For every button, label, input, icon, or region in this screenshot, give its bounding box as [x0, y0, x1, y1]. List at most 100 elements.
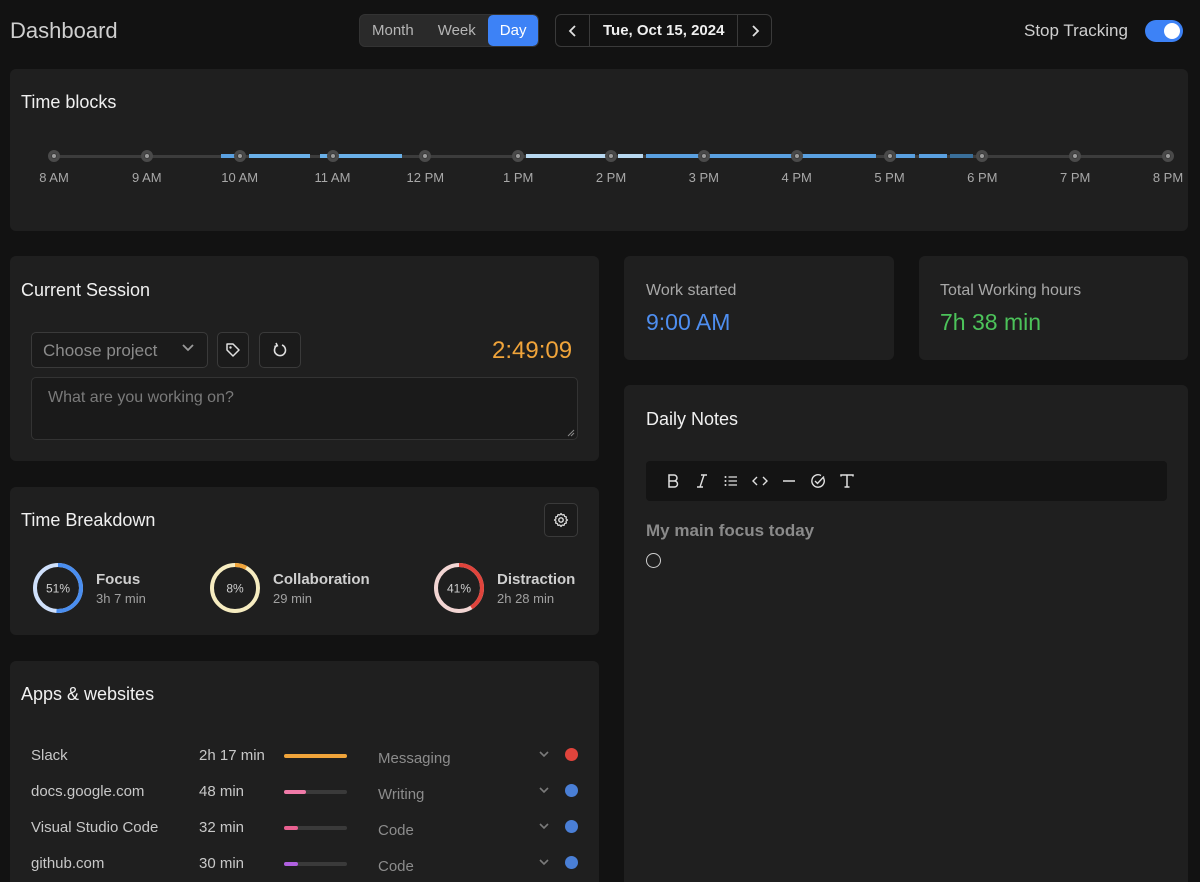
hour-label: 8 AM — [39, 170, 69, 185]
hour-label: 2 PM — [595, 170, 627, 185]
current-date[interactable]: Tue, Oct 15, 2024 — [589, 15, 739, 46]
tracking-toggle[interactable] — [1145, 20, 1183, 42]
gear-icon — [553, 512, 569, 528]
hour-label: 12 PM — [406, 170, 445, 185]
italic-button[interactable] — [687, 468, 716, 494]
notes-toolbar — [646, 461, 1167, 501]
checklist-button[interactable] — [803, 468, 832, 494]
notes-heading[interactable]: My main focus today — [646, 521, 815, 540]
app-category-select[interactable]: Code — [378, 858, 414, 875]
refresh-icon — [273, 342, 287, 357]
time-block[interactable] — [949, 154, 974, 158]
tab-week[interactable]: Week — [437, 22, 476, 39]
time-block[interactable] — [221, 154, 240, 158]
hour-marker — [512, 150, 525, 162]
time-block[interactable] — [319, 154, 403, 158]
usage-bar-fill — [284, 862, 298, 866]
bold-button[interactable] — [658, 468, 687, 494]
text-style-button[interactable] — [832, 468, 861, 494]
hour-marker — [883, 150, 896, 162]
app-category-select[interactable]: Writing — [378, 786, 425, 803]
divider-icon — [782, 480, 795, 482]
stop-tracking-label: Stop Tracking — [1024, 21, 1128, 40]
chevron-down-icon[interactable] — [538, 749, 550, 759]
prev-day-button[interactable] — [556, 15, 589, 46]
breakdown-time: 29 min — [273, 591, 313, 606]
session-timer: 2:49:09 — [492, 337, 573, 364]
date-navigator: Tue, Oct 15, 2024 — [555, 14, 773, 47]
time-block[interactable] — [248, 154, 311, 158]
app-time: 2h 17 min — [199, 747, 265, 764]
hour-label: 5 PM — [874, 170, 905, 185]
task-input[interactable]: What are you working on? — [31, 377, 578, 440]
time-block[interactable] — [618, 154, 644, 158]
list-button[interactable] — [716, 468, 745, 494]
daily-notes-card — [624, 385, 1188, 882]
app-name: Slack — [31, 747, 68, 764]
time-blocks-card — [10, 69, 1188, 231]
app-category-select[interactable]: Messaging — [378, 750, 451, 767]
project-select[interactable]: Choose project — [31, 332, 208, 368]
app-name: docs.google.com — [31, 783, 145, 800]
progress-ring: 8% — [210, 563, 260, 613]
time-block[interactable] — [895, 154, 916, 158]
ring-percent: 8% — [226, 582, 244, 596]
hour-label: 7 PM — [1059, 170, 1091, 185]
hour-label: 4 PM — [781, 170, 812, 185]
app-row[interactable]: Visual Studio Code 32 min Code — [31, 817, 579, 843]
app-row[interactable]: docs.google.com 48 min Writing — [31, 781, 579, 807]
code-icon — [751, 476, 768, 486]
chevron-down-icon[interactable] — [538, 785, 550, 795]
code-button[interactable] — [745, 468, 774, 494]
reset-timer-button[interactable] — [259, 332, 301, 368]
chevron-down-icon[interactable] — [538, 857, 550, 867]
app-category-select[interactable]: Code — [378, 822, 414, 839]
hour-label: 6 PM — [967, 170, 998, 185]
time-block[interactable] — [919, 154, 948, 158]
usage-bar — [284, 862, 347, 866]
tag-icon — [226, 343, 240, 357]
hour-marker — [605, 150, 617, 162]
app-name: Visual Studio Code — [31, 819, 159, 836]
next-day-button[interactable] — [738, 15, 771, 46]
tag-button[interactable] — [217, 332, 249, 368]
category-color-dot — [565, 748, 578, 761]
resize-handle-icon[interactable] — [567, 429, 575, 437]
text-icon — [839, 474, 854, 488]
hour-marker — [976, 150, 989, 162]
chevron-right-icon — [752, 24, 760, 37]
usage-bar — [284, 790, 347, 794]
usage-bar — [284, 826, 347, 830]
chevron-left-icon — [568, 24, 576, 37]
app-row[interactable]: Slack 2h 17 min Messaging — [31, 745, 579, 771]
project-select-value: Choose project — [43, 341, 158, 360]
time-block[interactable] — [525, 154, 607, 158]
total-hours-label: Total Working hours — [940, 282, 1082, 299]
hour-marker — [48, 150, 60, 162]
category-color-dot — [565, 784, 578, 797]
page-title: Dashboard — [10, 18, 118, 43]
app-row[interactable]: github.com 30 min Code — [31, 853, 579, 879]
hour-marker — [1162, 150, 1174, 162]
italic-icon — [696, 474, 707, 488]
app-time: 30 min — [199, 855, 245, 872]
check-circle-icon — [810, 474, 825, 488]
tab-day[interactable]: Day — [487, 15, 539, 46]
tab-month[interactable]: Month — [372, 22, 414, 39]
breakdown-time: 3h 7 min — [96, 591, 146, 606]
divider-button[interactable] — [774, 468, 803, 494]
apps-card — [10, 661, 599, 882]
time-block[interactable] — [708, 154, 793, 158]
usage-bar-fill — [284, 826, 299, 830]
chevron-down-icon[interactable] — [538, 821, 550, 831]
hour-label: 10 AM — [221, 170, 259, 185]
time-block[interactable] — [801, 154, 876, 158]
time-breakdown-card — [10, 487, 599, 635]
time-block[interactable] — [646, 154, 700, 158]
work-started-label: Work started — [646, 282, 737, 299]
time-breakdown-title: Time Breakdown — [21, 510, 156, 530]
todo-checkbox[interactable] — [646, 553, 661, 568]
hour-label: 8 PM — [1152, 170, 1184, 185]
hour-marker — [419, 150, 432, 162]
breakdown-settings-button[interactable] — [544, 503, 578, 537]
